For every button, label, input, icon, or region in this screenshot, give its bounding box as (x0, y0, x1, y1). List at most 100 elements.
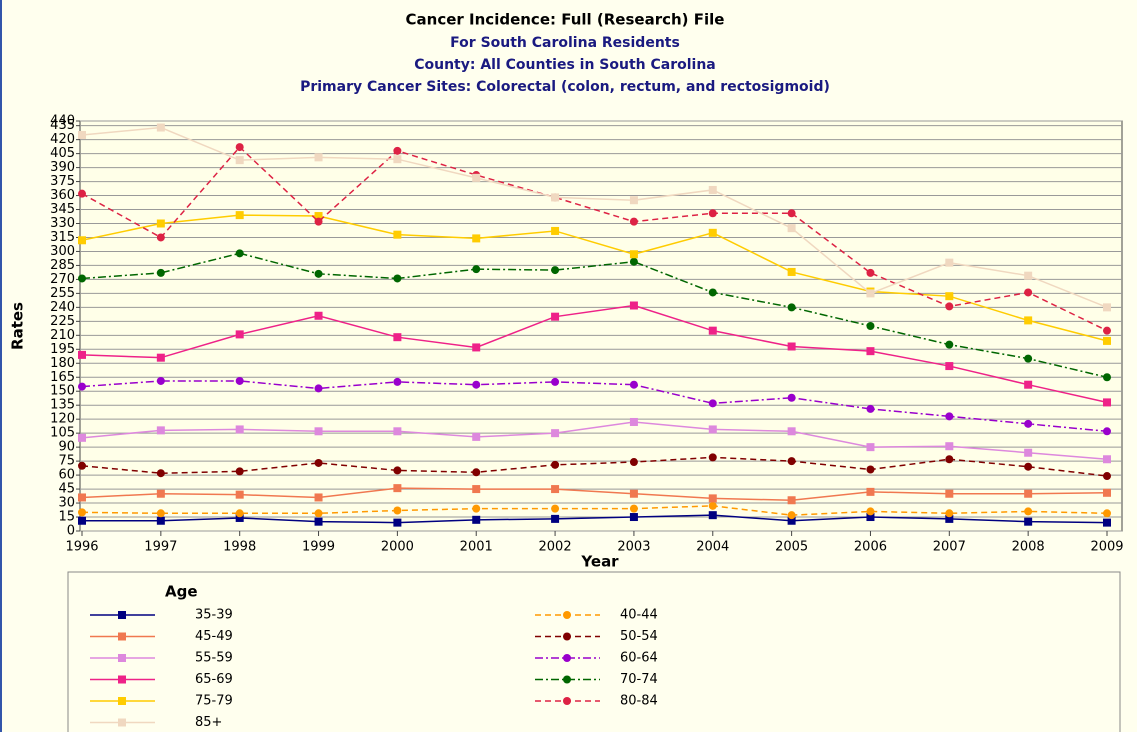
point (78, 382, 86, 391)
point (1103, 472, 1111, 481)
point (551, 504, 560, 513)
y-tick-label: 60 (58, 468, 75, 483)
point (156, 489, 165, 498)
point (1024, 462, 1033, 471)
point (393, 518, 402, 527)
point (629, 417, 638, 426)
point (393, 274, 402, 283)
y-tick-label: 225 (50, 314, 75, 329)
point (235, 156, 244, 165)
point (156, 123, 165, 132)
x-tick-label: 1998 (223, 540, 256, 555)
x-tick-label: 1996 (65, 540, 98, 555)
point (314, 493, 323, 502)
y-tick-label: 360 (50, 188, 75, 203)
y-tick-label: 45 (58, 482, 75, 497)
series-line (81, 456, 1108, 477)
legend-label: 35-39 (195, 608, 233, 623)
point (945, 489, 954, 498)
point (1024, 354, 1033, 363)
x-tick-label: 1997 (144, 540, 177, 555)
point (472, 343, 481, 352)
point (945, 292, 954, 301)
point (945, 455, 954, 464)
point (708, 453, 717, 462)
y-tick-label: 270 (50, 272, 75, 287)
x-tick-label: 2003 (617, 540, 650, 555)
point (235, 490, 244, 499)
point (118, 654, 126, 662)
point (945, 362, 954, 371)
point (78, 508, 86, 517)
series-line (81, 304, 1108, 404)
point (393, 484, 402, 493)
point (563, 675, 571, 684)
y-tick-label: 315 (50, 230, 75, 245)
point (393, 506, 402, 515)
point (708, 425, 717, 434)
point (314, 384, 323, 393)
y-tick-label: 150 (50, 384, 75, 399)
point (314, 212, 323, 221)
y-tick-label: 405 (50, 146, 75, 161)
y-tick-label: 165 (50, 370, 75, 385)
y-tick-label: 90 (58, 440, 75, 455)
series-line (81, 146, 1108, 332)
point (1103, 303, 1111, 312)
legend-label: 45-49 (195, 629, 233, 644)
point (156, 376, 165, 385)
point (156, 353, 165, 362)
x-tick-label: 2002 (539, 540, 572, 555)
point (866, 513, 875, 522)
point (866, 507, 875, 516)
chart-subtitle: For South Carolina Residents (450, 35, 680, 51)
point (235, 249, 244, 258)
point (1103, 326, 1111, 335)
point (551, 266, 560, 275)
series-line (81, 126, 1108, 309)
point (708, 494, 717, 503)
point (235, 376, 244, 385)
point (1024, 288, 1033, 297)
point (393, 146, 402, 155)
point (563, 654, 571, 662)
y-tick-label: 105 (50, 426, 75, 441)
point (78, 274, 86, 283)
point (235, 425, 244, 434)
point (393, 333, 402, 342)
point (472, 432, 481, 441)
x-tick-label: 1999 (302, 540, 335, 555)
point (1103, 488, 1111, 497)
legend (67, 571, 1121, 732)
point (156, 233, 165, 242)
point (1103, 373, 1111, 382)
series-line (81, 380, 1108, 433)
point (708, 501, 717, 510)
point (156, 469, 165, 478)
legend-label: 60-64 (620, 651, 658, 666)
series-line (81, 421, 1108, 460)
point (472, 515, 481, 524)
point (708, 326, 717, 335)
point (78, 493, 86, 502)
point (551, 226, 560, 235)
point (708, 209, 717, 218)
point (78, 130, 86, 139)
point (78, 433, 86, 442)
point (866, 443, 875, 452)
point (118, 611, 126, 619)
point (708, 511, 717, 520)
x-tick-label: 2005 (775, 540, 808, 555)
y-tick-label: 240 (50, 300, 75, 315)
y-tick-label: 75 (58, 454, 75, 469)
point (393, 230, 402, 239)
legend-label: 40-44 (620, 608, 658, 623)
point (235, 211, 244, 220)
x-axis-label: Year (580, 553, 619, 571)
point (1103, 427, 1111, 436)
point (472, 468, 481, 477)
point (866, 487, 875, 496)
point (629, 513, 638, 522)
legend-label: 55-59 (195, 651, 233, 666)
point (393, 466, 402, 475)
